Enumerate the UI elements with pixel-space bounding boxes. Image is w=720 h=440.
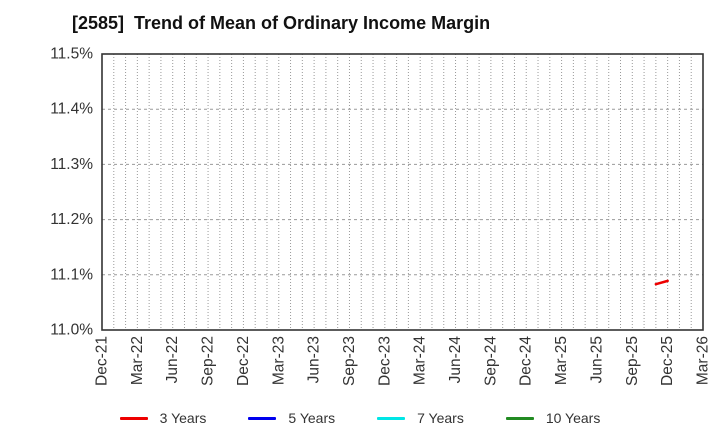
y-axis-tick-label: 11.5% [50,46,93,63]
y-axis-tick-label: 11.4% [50,101,93,118]
x-axis-tick-label: Sep-23 [341,336,358,386]
legend-item-5-years: 5 Years [248,410,335,426]
legend-label: 7 Years [417,410,464,426]
x-axis-tick-label: Dec-24 [518,336,535,386]
legend-line-swatch [119,416,148,420]
x-axis-tick-label: Dec-23 [376,336,393,386]
x-axis-tick-label: Sep-25 [624,336,641,386]
x-axis-tick-label: Dec-21 [94,336,111,386]
x-axis-tick-label: Sep-22 [200,336,217,386]
legend-label: 5 Years [288,410,336,426]
y-axis-tick-label: 11.1% [50,266,93,283]
x-axis-tick-label: Mar-24 [412,336,429,385]
legend-item-7-years: 7 Years [377,410,464,426]
series-line-3-years [654,279,669,286]
x-axis-tick-label: Dec-25 [659,336,676,386]
x-axis-tick-label: Jun-25 [588,336,605,383]
x-axis-tick-label: Dec-22 [235,336,252,386]
x-axis-tick-label: Mar-22 [129,336,146,385]
x-axis-tick-label: Jun-22 [164,336,181,383]
chart-title: [2585] Trend of Mean of Ordinary Income … [72,13,491,33]
x-axis-tick-label: Mar-25 [553,336,570,385]
legend-line-swatch [248,416,277,420]
y-axis-tick-label: 11.0% [50,322,93,339]
legend-label: 10 Years [545,410,601,426]
legend-label: 3 Years [159,410,207,426]
x-axis-tick-label: Mar-26 [695,336,712,385]
legend-line-swatch [377,416,406,420]
y-axis-tick-label: 11.2% [50,211,93,228]
x-axis-tick-label: Sep-24 [482,336,499,386]
legend: 3 Years 5 Years 7 Years 10 Years [0,403,720,433]
legend-item-10-years: 10 Years [505,410,601,426]
x-axis-tick-label: Jun-24 [447,336,464,384]
plot-border [101,53,704,331]
y-axis-tick-label: 11.3% [50,156,93,173]
legend-item-3-years: 3 Years [119,410,207,426]
legend-line-swatch [505,416,534,420]
x-axis-tick-label: Mar-23 [270,336,287,385]
x-axis-tick-label: Jun-23 [306,336,323,383]
